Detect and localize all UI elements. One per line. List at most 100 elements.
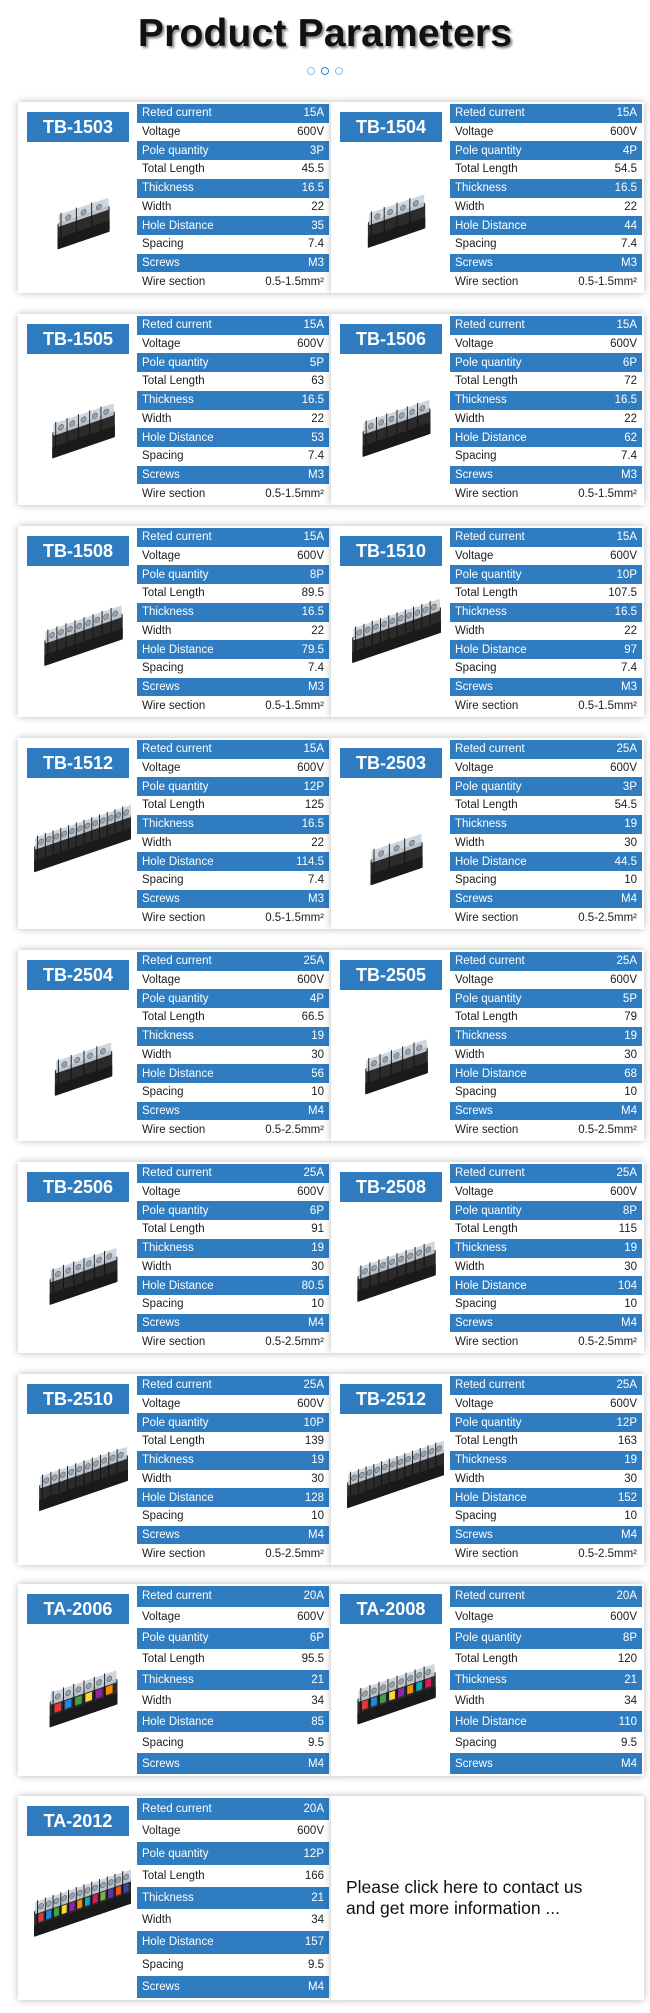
spec-row: Width 22 (450, 197, 642, 217)
contact-card[interactable]: Please click here to contact us and get … (331, 1796, 644, 2000)
spec-label: Screws (455, 1757, 493, 1770)
spec-value: 89.5 (301, 587, 324, 600)
spec-value: 34 (311, 1694, 324, 1707)
terminal-block-illustration (52, 403, 115, 459)
spec-value: 9.5 (621, 1736, 637, 1749)
terminal-separator (42, 1474, 44, 1506)
terminal-screw (68, 1468, 75, 1475)
spec-row: Hole Distance 85 (137, 1711, 329, 1733)
terminal-block-photo (24, 374, 131, 491)
spec-label: Voltage (455, 762, 494, 775)
spec-label: Pole quantity (142, 1204, 209, 1217)
terminal-separator (58, 1468, 60, 1500)
terminal-separator (409, 198, 411, 229)
spec-row: Total Length 91 (137, 1220, 329, 1239)
spec-label: Hole Distance (455, 643, 527, 656)
spec-label: Pole quantity (455, 780, 522, 793)
spec-row: Spacing 7.4 (450, 234, 642, 254)
carousel-dot[interactable] (335, 67, 343, 75)
carousel-dot[interactable] (307, 67, 315, 75)
spec-value: 85 (311, 1715, 324, 1728)
spec-row: Hole Distance 53 (137, 428, 329, 447)
terminal-separator (91, 817, 93, 848)
spec-row: Pole quantity 12P (137, 1842, 329, 1865)
spec-label: Hole Distance (455, 855, 527, 868)
spec-row: Voltage 600V (450, 546, 642, 566)
spec-label: Spacing (142, 1958, 184, 1971)
spec-value: 12P (616, 1416, 637, 1429)
terminal-separator (47, 629, 49, 660)
spec-value: 56 (311, 1067, 324, 1080)
terminal-block-photo (24, 798, 131, 915)
spec-row: Thickness 21 (450, 1669, 642, 1691)
spec-label: Reted current (455, 1167, 525, 1180)
terminal-block-base (49, 1270, 118, 1305)
spec-row: Pole quantity 10P (137, 1413, 329, 1433)
terminal-separator (37, 1900, 39, 1931)
terminal-block-base (347, 1463, 444, 1509)
terminal-screw (75, 1686, 82, 1693)
spec-value: 0.5-2.5mm² (265, 1123, 324, 1136)
spec-row: Spacing 7.4 (137, 658, 329, 678)
spec-row: Voltage 600V (450, 758, 642, 778)
spec-label: Reted current (142, 743, 212, 756)
terminal-separator (404, 838, 406, 869)
spec-value: M4 (621, 1757, 637, 1770)
spec-row: Total Length 54.5 (450, 160, 642, 179)
spec-value: 20A (616, 1590, 637, 1603)
spec-value: 600V (297, 1186, 324, 1199)
spec-row: Total Length 120 (450, 1648, 642, 1670)
spec-label: Voltage (455, 550, 494, 563)
terminal-screw (93, 1460, 99, 1467)
spec-label: Spacing (455, 450, 497, 463)
spec-value: 21 (311, 1891, 324, 1904)
spec-row: Pole quantity 5P (450, 989, 642, 1009)
terminal-block-photo (24, 1222, 131, 1339)
terminal-block-photo (24, 1644, 131, 1762)
terminal-separator (52, 1894, 54, 1926)
spec-row: Spacing 10 (450, 1506, 642, 1526)
spec-label: Thickness (455, 1454, 507, 1467)
terminal-screw (416, 1672, 423, 1679)
spec-value: M3 (621, 680, 637, 693)
spec-label: Wire section (142, 1547, 206, 1560)
spec-row: Reted current 25A (137, 1164, 329, 1183)
spec-label: Pole quantity (142, 1632, 209, 1645)
terminal-screw (416, 1249, 423, 1256)
spec-row: Screws M4 (137, 1313, 329, 1333)
spec-row: Hole Distance 44 (450, 216, 642, 235)
contact-link[interactable]: Please click here to contact us and get … (346, 1877, 582, 1919)
spec-label: Width (455, 412, 485, 425)
spec-value: 22 (311, 200, 324, 213)
product-model-badge: TB-1503 (27, 112, 129, 142)
terminal-screw (80, 209, 87, 216)
terminal-screw (362, 1268, 368, 1275)
product-image-panel: TB-1508 (18, 526, 137, 717)
terminal-block-illustration (352, 599, 441, 664)
spec-value: 0.5-2.5mm² (578, 1335, 637, 1348)
spec-label: Total Length (455, 587, 518, 600)
spec-value: 600V (610, 762, 637, 775)
terminal-screw (92, 1884, 99, 1891)
terminal-screw (407, 1252, 413, 1259)
spec-row: Voltage 600V (450, 970, 642, 990)
terminal-screw (53, 833, 60, 840)
spec-value: 72 (624, 375, 637, 388)
terminal-separator (108, 1451, 110, 1483)
terminal-color-marker (46, 1909, 52, 1920)
terminal-separator (369, 1684, 371, 1716)
terminal-screw (378, 850, 385, 857)
spec-label: Voltage (455, 1398, 494, 1411)
terminal-screw (393, 1052, 400, 1059)
terminal-block-base (357, 1264, 436, 1303)
spec-row: Pole quantity 6P (137, 1627, 329, 1649)
spec-value: M4 (308, 1980, 324, 1993)
spec-row: Wire section 0.5-1.5mm² (450, 696, 642, 716)
spec-value: 16.5 (614, 394, 637, 407)
spec-row: Spacing 10 (450, 1082, 642, 1102)
terminal-separator (355, 626, 357, 658)
terminal-screw (85, 1682, 92, 1689)
carousel-dot[interactable] (321, 67, 329, 75)
spec-row: Hole Distance 104 (450, 1276, 642, 1295)
terminal-screw (100, 1881, 106, 1889)
